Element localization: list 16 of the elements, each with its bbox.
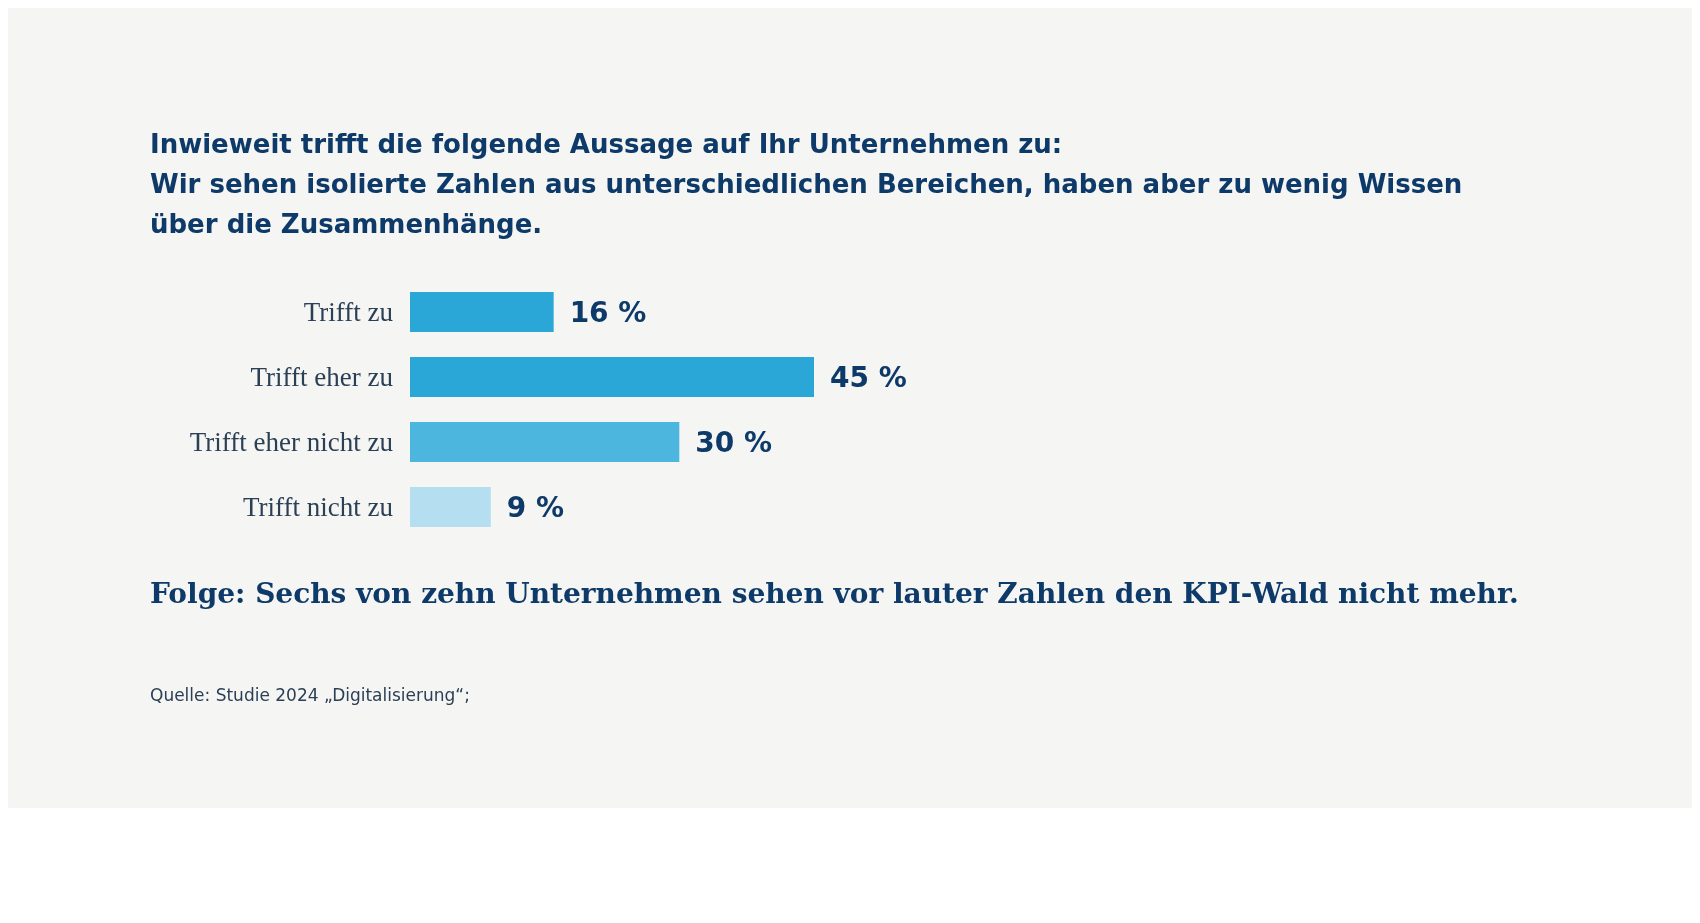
data-label: 30 % [695, 425, 773, 459]
bar [410, 422, 680, 462]
y-tick-label: Trifft nicht zu [242, 492, 394, 523]
data-label: 9 % [506, 490, 565, 524]
bar [410, 292, 554, 332]
y-tick-label: Trifft eher nicht zu [189, 427, 394, 458]
data-label: 16 % [569, 295, 647, 329]
data-label: 45 % [830, 360, 907, 394]
text: Folge: Sechs von zehn Unternehmen sehen vor lauter Zahlen den KPI-Wald nicht mehr. [150, 577, 1519, 610]
y-tick-label: Trifft eher zu [250, 362, 394, 393]
chart-title: Inwieweit trifft die folgende Aussage auf Ihr Unternehmen zu: [150, 129, 1063, 159]
bar [410, 487, 491, 527]
bar [410, 357, 814, 397]
y-tick-label: Trifft zu [303, 297, 394, 328]
chart-subtitle: Wir sehen isolierte Zahlen aus unterschiedlichen Bereichen, haben aber zu wenig Wissen über die Zusammenhänge. [150, 169, 1463, 239]
source-note: Quelle: Studie 2024 „Digitalisierung“; [150, 685, 470, 705]
